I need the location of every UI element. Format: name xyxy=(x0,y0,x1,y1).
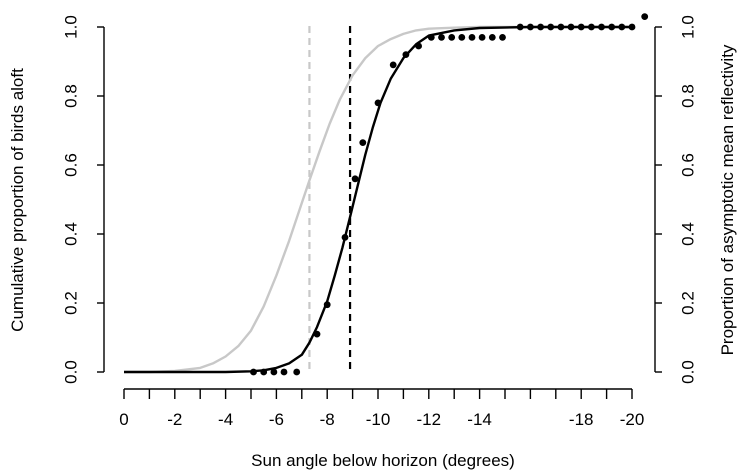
data-point xyxy=(359,139,367,147)
series-line-3 xyxy=(124,25,632,374)
data-point xyxy=(598,23,605,31)
left-y-axis-title: Cumulative proportion of birds aloft xyxy=(8,68,27,332)
data-point xyxy=(351,175,359,183)
x-tick-label: 0 xyxy=(119,410,128,429)
data-point xyxy=(458,34,466,41)
left-y-axis: 0.0 0.2 0.4 0.6 0.8 1.0 xyxy=(62,15,105,384)
series-line-2 xyxy=(124,25,632,374)
data-point xyxy=(260,368,268,376)
data-point xyxy=(628,23,636,31)
plot-area xyxy=(124,13,649,376)
data-point xyxy=(402,51,410,58)
x-tick-label: -20 xyxy=(620,410,645,429)
data-point xyxy=(313,330,321,338)
data-point xyxy=(567,23,575,31)
data-point xyxy=(438,34,445,41)
data-point xyxy=(499,34,506,41)
x-tick-label: -14 xyxy=(467,410,492,429)
right-y-tick-label: 0.8 xyxy=(679,84,698,108)
x-tick-label: -12 xyxy=(417,410,442,429)
x-axis: 0 -2 -4 -6 -8 -10 -12 -14 -18 -20 xyxy=(119,388,645,429)
x-tick-label: -4 xyxy=(218,410,233,429)
x-tick-label: -2 xyxy=(167,410,182,429)
right-y-tick-label: 0.4 xyxy=(679,222,698,246)
data-point xyxy=(448,34,456,41)
data-point xyxy=(488,34,496,41)
data-point xyxy=(341,234,349,241)
right-y-tick-label: 0.6 xyxy=(679,153,698,177)
data-point xyxy=(577,23,585,31)
data-point xyxy=(280,368,288,376)
x-tick-label: -10 xyxy=(366,410,391,429)
data-point xyxy=(516,23,524,31)
data-point xyxy=(527,23,534,31)
data-point xyxy=(250,368,257,376)
right-y-axis: 0.0 0.2 0.4 0.6 0.8 1.0 xyxy=(654,15,698,384)
left-y-tick-label: 0.2 xyxy=(62,291,81,315)
data-point xyxy=(374,99,382,107)
data-point xyxy=(547,23,555,31)
right-y-axis-title: Proportion of asymptotic mean reflectivi… xyxy=(718,44,737,355)
data-point xyxy=(557,23,565,31)
data-point xyxy=(608,23,616,31)
right-y-tick-label: 1.0 xyxy=(679,15,698,39)
right-y-tick-label: 0.0 xyxy=(679,360,698,384)
left-y-tick-label: 0.8 xyxy=(62,84,81,108)
left-y-tick-label: 0.6 xyxy=(62,153,81,177)
data-point xyxy=(468,34,476,41)
data-point xyxy=(415,42,422,50)
data-point xyxy=(537,23,544,31)
data-point xyxy=(293,368,301,376)
x-tick-label: -6 xyxy=(269,410,284,429)
x-tick-label: -18 xyxy=(569,410,594,429)
x-axis-title: Sun angle below horizon (degrees) xyxy=(251,451,515,470)
data-point xyxy=(270,368,278,376)
left-y-tick-label: 1.0 xyxy=(62,15,81,39)
x-tick-label: -8 xyxy=(320,410,335,429)
left-y-tick-label: 0.0 xyxy=(62,360,81,384)
data-point xyxy=(323,301,331,309)
data-point xyxy=(618,23,626,31)
data-point xyxy=(389,61,397,69)
data-point xyxy=(641,13,649,20)
right-y-tick-label: 0.2 xyxy=(679,291,698,315)
left-y-tick-label: 0.4 xyxy=(62,222,81,246)
data-point xyxy=(427,34,435,41)
data-point xyxy=(478,34,486,41)
data-point xyxy=(588,23,595,31)
